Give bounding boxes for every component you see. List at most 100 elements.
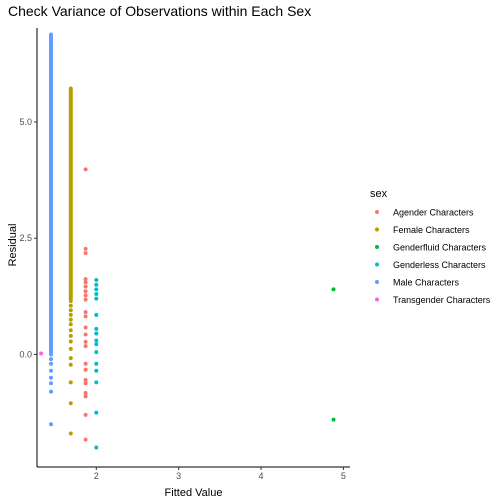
data-point	[94, 350, 99, 355]
data-point	[94, 331, 99, 336]
data-point	[94, 326, 99, 331]
data-point	[83, 394, 88, 399]
legend-key-agender-characters	[375, 210, 379, 214]
data-point	[94, 296, 99, 301]
data-point	[49, 389, 54, 394]
series-transgender-characters	[39, 351, 44, 356]
data-point	[68, 431, 73, 436]
data-point	[83, 412, 88, 417]
data-point	[83, 378, 88, 383]
data-point	[49, 368, 54, 373]
x-tick-label: 3	[176, 471, 181, 481]
chart-title: Check Variance of Observations within Ea…	[8, 3, 311, 19]
data-point	[94, 380, 99, 385]
axis-ticks: 2 3 4 5 0.0 2.5 5.0	[19, 117, 345, 481]
data-point	[68, 362, 73, 367]
data-point	[94, 361, 99, 366]
data-point	[68, 401, 73, 406]
data-point	[83, 437, 88, 442]
data-point	[94, 342, 99, 347]
data-point	[68, 328, 73, 333]
data-point	[68, 380, 73, 385]
y-tick-label: 5.0	[19, 117, 32, 127]
data-point	[68, 339, 73, 344]
data-point	[68, 333, 73, 338]
data-point	[94, 282, 99, 287]
x-tick-label: 4	[259, 471, 264, 481]
data-point	[94, 445, 99, 450]
data-point	[83, 381, 88, 386]
data-point	[83, 246, 88, 251]
data-point	[49, 375, 54, 380]
x-axis-title: Fitted Value	[165, 487, 223, 499]
data-point	[68, 322, 73, 327]
y-tick-label: 0.0	[19, 349, 32, 359]
data-point	[83, 310, 88, 315]
legend-label: Transgender Characters	[393, 295, 491, 305]
legend-label: Genderless Characters	[393, 260, 486, 270]
legend-label: Male Characters	[393, 278, 460, 288]
data-point	[83, 339, 88, 344]
legend-label: Female Characters	[393, 225, 470, 235]
data-point	[83, 284, 88, 289]
legend-key-female-characters	[375, 227, 379, 232]
series-agender-characters	[83, 167, 88, 442]
legend-title: sex	[370, 188, 388, 200]
data-point	[49, 32, 54, 37]
data-point	[49, 422, 54, 427]
data-point	[68, 303, 73, 308]
data-point	[83, 391, 88, 396]
legend-label: Agender Characters	[393, 208, 474, 218]
data-point	[83, 277, 88, 282]
data-point	[331, 417, 336, 422]
data-point	[83, 297, 88, 302]
series-male-characters	[49, 32, 54, 427]
data-point	[68, 86, 73, 91]
series-genderless-characters	[94, 278, 99, 450]
data-point	[49, 357, 54, 362]
data-point	[68, 308, 73, 313]
data-point	[331, 287, 336, 292]
data-point	[94, 278, 99, 283]
legend-label: Genderfluid Characters	[393, 243, 487, 253]
data-point	[83, 280, 88, 285]
series-genderfluid-characters	[331, 287, 336, 422]
data-point	[83, 344, 88, 349]
data-point	[94, 368, 99, 373]
data-point	[94, 292, 99, 297]
data-point	[83, 293, 88, 298]
data-point	[49, 381, 54, 386]
legend-key-genderless-characters	[375, 262, 379, 267]
y-axis-title: Residual	[7, 224, 19, 267]
data-point	[68, 346, 73, 351]
data-point	[83, 167, 88, 172]
data-point	[94, 338, 99, 343]
data-point	[83, 325, 88, 330]
data-point	[49, 361, 54, 366]
legend-key-male-characters	[375, 280, 379, 284]
data-point	[39, 351, 44, 356]
data-point	[68, 356, 73, 361]
data-point	[68, 298, 73, 303]
data-point	[83, 367, 88, 372]
data-point	[94, 312, 99, 317]
data-point	[94, 410, 99, 415]
x-tick-label: 5	[341, 471, 346, 481]
data-point	[94, 287, 99, 292]
data-point	[83, 251, 88, 256]
x-tick-label: 2	[94, 471, 99, 481]
data-point	[68, 317, 73, 322]
data-point	[83, 361, 88, 366]
data-point	[68, 312, 73, 317]
data-point	[83, 289, 88, 294]
series-female-characters	[68, 86, 73, 436]
data-point	[83, 314, 88, 319]
data-points	[39, 32, 336, 450]
data-point	[83, 332, 88, 337]
legend-key-transgender-characters	[375, 297, 379, 302]
y-tick-label: 2.5	[19, 233, 32, 243]
axes	[36, 28, 350, 468]
legend-key-genderfluid-characters	[375, 245, 379, 249]
legend: sex Agender Characters Female Characters G…	[370, 188, 491, 305]
